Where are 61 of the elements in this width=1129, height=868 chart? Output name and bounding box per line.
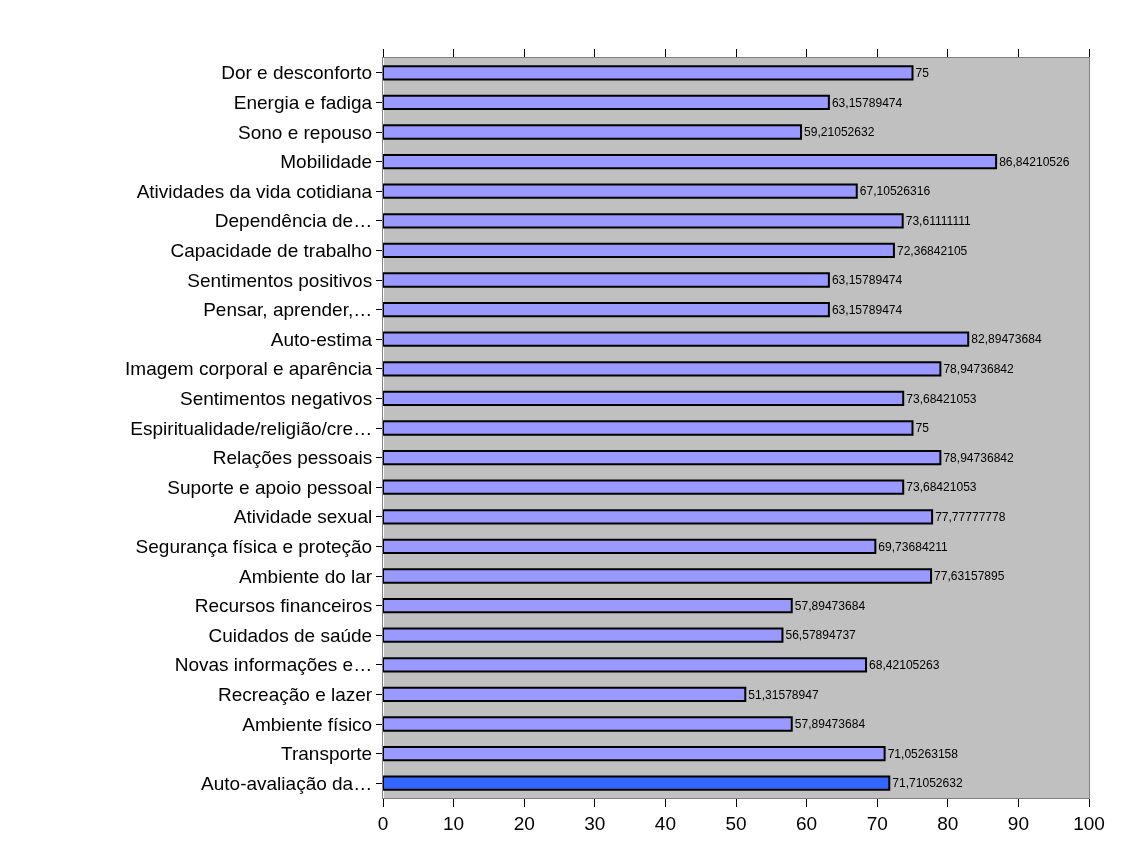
x-tick-label: 50: [725, 812, 747, 834]
data-label: 71,71052632: [892, 776, 963, 791]
data-label: 59,21052632: [804, 125, 875, 140]
data-label: 63,15789474: [831, 302, 903, 317]
data-label: 56,57894737: [785, 628, 857, 643]
x-tick-label: 40: [654, 812, 676, 834]
data-label: 71,05263158: [887, 746, 959, 761]
y-tick-label: Recursos financeiros: [194, 595, 373, 617]
y-tick-label: Transporte: [281, 743, 373, 765]
data-label: 73,68421053: [906, 480, 977, 495]
y-tick-label: Atividades da vida cotidiana: [136, 180, 373, 202]
y-tick-label: Sono e repouso: [238, 121, 373, 143]
data-label: 72,36842105: [896, 243, 968, 258]
y-tick-label: Dor e desconforto: [221, 62, 373, 84]
y-tick-label: Energia e fadiga: [233, 92, 373, 114]
y-tick-label: Novas informações e…: [174, 654, 373, 676]
data-label: 73,61111111: [905, 213, 971, 228]
x-tick-label: 70: [866, 812, 888, 834]
x-tick-label: 30: [584, 812, 606, 834]
data-label: 63,15789474: [831, 95, 903, 110]
x-tick-label: 0: [377, 812, 389, 834]
data-label: 75: [915, 65, 930, 80]
x-tick-label: 90: [1007, 812, 1029, 834]
y-tick-label: Sentimentos negativos: [179, 388, 373, 410]
data-label: 78,94736842: [943, 450, 1015, 465]
y-tick-label: Pensar, aprender,…: [203, 299, 373, 321]
data-label: 77,63157895: [934, 569, 1005, 584]
data-label: 57,89473684: [794, 717, 866, 732]
y-tick-label: Auto-estima: [270, 328, 373, 350]
data-label: 86,84210526: [999, 154, 1070, 169]
y-tick-label: Segurança física e proteção: [135, 536, 373, 558]
y-tick-label: Capacidade de trabalho: [170, 240, 373, 262]
x-tick-label: 20: [513, 812, 535, 834]
y-tick-label: Atividade sexual: [233, 506, 373, 528]
x-tick-label: 100: [1073, 812, 1105, 834]
data-label: 78,94736842: [943, 361, 1015, 376]
data-label: 51,31578947: [748, 687, 819, 702]
data-label: 57,89473684: [794, 598, 866, 613]
y-tick-label: Ambiente físico: [242, 713, 373, 735]
data-label: 82,89473684: [971, 332, 1042, 347]
data-label: 63,15789474: [831, 273, 903, 288]
x-tick-label: 60: [796, 812, 818, 834]
y-tick-label: Imagem corporal e aparência: [125, 358, 373, 380]
x-tick-label: 10: [443, 812, 465, 834]
y-tick-label: Sentimentos positivos: [187, 269, 373, 291]
data-label: 73,68421053: [906, 391, 977, 406]
y-tick-label: Dependência de…: [214, 210, 373, 232]
y-tick-label: Mobilidade: [280, 151, 373, 173]
data-label: 68,42105263: [869, 657, 940, 672]
data-label: 77,77777778: [935, 509, 1006, 524]
y-tick-label: Ambiente do lar: [239, 565, 373, 587]
x-tick-label: 80: [937, 812, 959, 834]
y-tick-label: Recreação e lazer: [218, 684, 373, 706]
y-tick-label: Espiritualidade/religião/cre…: [130, 417, 373, 439]
data-label: 75: [915, 421, 930, 436]
data-label: 69,73684211: [878, 539, 949, 554]
y-tick-label: Cuidados de saúde: [208, 624, 373, 646]
y-tick-label: Relações pessoais: [212, 447, 373, 469]
data-label: 67,10526316: [859, 184, 931, 199]
y-tick-label: Auto-avaliação da…: [201, 772, 373, 794]
y-tick-label: Suporte e apoio pessoal: [167, 476, 373, 498]
